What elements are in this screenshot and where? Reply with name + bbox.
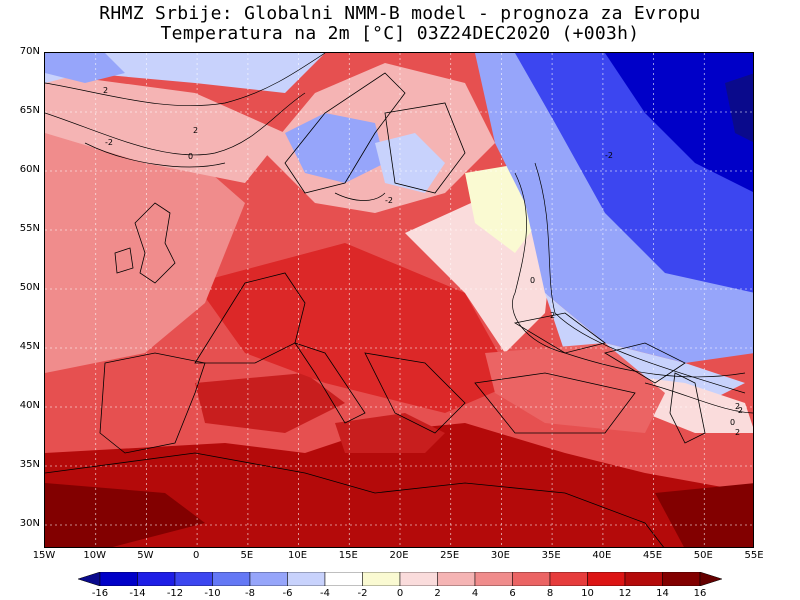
colorbar-segment	[324, 572, 363, 586]
contour-label: -2	[605, 151, 613, 160]
colorbar	[78, 572, 722, 586]
hottest-southeast-field	[655, 483, 753, 547]
lon-tick-label: 25E	[440, 550, 460, 561]
colorbar-label: -4	[320, 588, 330, 599]
lat-tick-label: 60N	[19, 164, 40, 176]
colorbar-label: 0	[396, 588, 404, 599]
lon-tick-label: 15W	[32, 550, 56, 561]
lon-tick-label: 0	[192, 550, 200, 561]
colorbar-segment	[212, 572, 251, 586]
kazakh-cool-field	[545, 293, 745, 403]
urals-extreme-cold-field	[725, 73, 753, 142]
coastlines	[45, 72, 706, 547]
lon-tick-label: 30E	[490, 550, 510, 561]
lat-tick-label: 50N	[19, 282, 40, 294]
lat-tick-label: 30N	[19, 518, 40, 530]
lat-tick-label: 35N	[19, 459, 40, 471]
hot-south-field	[45, 423, 753, 547]
lon-tick-label: 50E	[693, 550, 713, 561]
norway-cold-field	[285, 113, 385, 183]
atlantic-field	[45, 113, 245, 373]
sweden-cool-field	[375, 133, 445, 193]
north-atlantic-field	[45, 73, 285, 183]
colorbar-label: -14	[129, 588, 146, 599]
contour-label: 0	[730, 418, 735, 427]
hottest-southwest-field	[45, 483, 205, 547]
lat-tick-label: 55N	[19, 223, 40, 235]
lon-tick-label: 10E	[288, 550, 308, 561]
lon-tick-label: 55E	[744, 550, 764, 561]
colorbar-label: -16	[91, 588, 109, 599]
colorbar-segment	[587, 572, 626, 586]
colorbar-label: 8	[546, 588, 554, 599]
contour-label: -2	[385, 196, 393, 205]
lon-tick-label: 5E	[240, 550, 254, 561]
colorbar-segment	[287, 572, 326, 586]
contour-label: -2	[105, 138, 113, 147]
chart-subtitle: Temperatura na 2m [°C] 03Z24DEC2020 (+00…	[160, 23, 640, 44]
colorbar-high-arrow	[699, 572, 722, 586]
iceland-cold-field	[45, 53, 125, 83]
lon-tick-label: 35E	[541, 550, 561, 561]
contour-label: -2	[735, 406, 743, 415]
colorbar-label: 10	[581, 588, 594, 599]
colorbar-label: 16	[693, 588, 707, 599]
colorbar-label: 6	[509, 588, 516, 599]
colorbar-label: 14	[656, 588, 669, 599]
colorbar-segment	[624, 572, 663, 586]
colorbar-segment	[399, 572, 438, 586]
chart-title: RHMZ Srbije: Globalni NMM-B model - prog…	[99, 3, 701, 24]
colorbar-segment	[437, 572, 476, 586]
colorbar-label: 4	[471, 588, 479, 599]
turkey-field	[485, 343, 665, 433]
colorbar-label: -8	[245, 588, 255, 599]
contour-label: 0	[188, 152, 193, 161]
temperature-map: 2 2 0 -2 -2 0 2 -2 0 2 2 -2	[44, 52, 754, 548]
colorbar-segment	[362, 572, 401, 586]
contour-label: 2	[103, 86, 108, 95]
colorbar-segment	[474, 572, 513, 586]
contour-label: 2	[193, 126, 198, 135]
colorbar-segment	[249, 572, 288, 586]
lon-tick-label: 10W	[83, 550, 107, 561]
colorbar-segment	[549, 572, 588, 586]
colorbar-label: 12	[618, 588, 632, 599]
contour-label: 0	[530, 276, 535, 285]
colorbar-segment	[512, 572, 551, 586]
lat-tick-label: 65N	[19, 105, 40, 117]
lon-tick-label: 15E	[338, 550, 358, 561]
lon-tick-label: 5W	[137, 550, 154, 561]
med-sea-west-field	[195, 373, 345, 433]
lon-tick-label: 45E	[643, 550, 663, 561]
russia-coldest-field	[605, 53, 753, 192]
contour-label: 2	[550, 311, 555, 320]
colorbar-segment	[137, 572, 176, 586]
lat-tick-label: 45N	[19, 341, 40, 353]
colorbar-segment	[174, 572, 213, 586]
colorbar-label: -10	[204, 588, 221, 599]
graticule	[45, 53, 753, 547]
lat-tick-label: 70N	[19, 46, 40, 57]
med-sea-central-field	[335, 413, 445, 453]
central-europe-field	[195, 243, 515, 413]
colorbar-label: -6	[282, 588, 293, 599]
colorbar-segment	[99, 572, 138, 586]
isotherms	[45, 53, 753, 414]
contour-label: 2	[735, 428, 740, 437]
colorbar-label: 2	[434, 588, 441, 599]
lon-tick-label: 40E	[592, 550, 612, 561]
lon-tick-label: 20E	[389, 550, 409, 561]
colorbar-label: -2	[357, 588, 368, 599]
colorbar-label: -12	[166, 588, 184, 599]
lat-tick-label: 40N	[19, 400, 40, 412]
contour-label: 2	[735, 402, 740, 411]
colorbar-segment	[662, 572, 701, 586]
colorbar-low-arrow	[78, 572, 101, 586]
